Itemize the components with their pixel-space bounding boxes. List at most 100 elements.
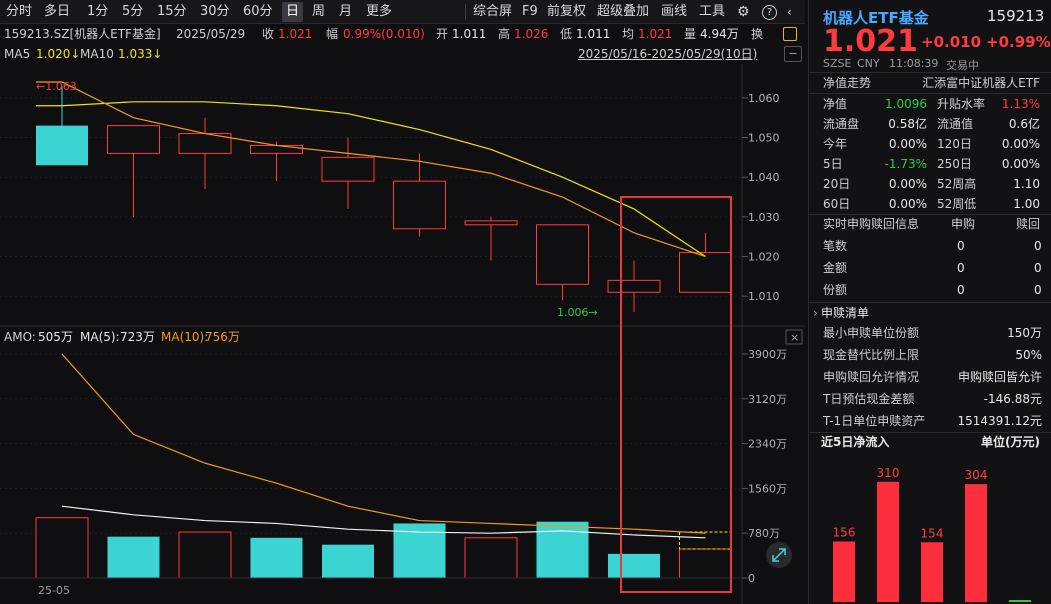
stat-label: 52周低 [937,197,977,211]
volume-bar[interactable] [322,544,374,578]
tab-multi-day[interactable]: 多日 [44,4,71,19]
vol-tick-label: 0 [748,572,755,585]
ma10-value: 1.033↓ [118,47,163,61]
subs-row: 份额 0 0 [809,280,1051,300]
subs-row: 笔数 0 0 [809,236,1051,256]
volume-bar[interactable] [464,537,518,579]
stat-value: 1.00 [1013,197,1040,211]
price-tick-label: 1.060 [748,92,780,105]
subs-value: 0 [1034,283,1042,297]
stat-label: 120日 [937,137,972,151]
stat-value: 0.6亿 [1008,117,1040,131]
ma10-label: MA10 [80,47,114,61]
open-label: 开 [436,27,449,41]
list-item: T-1日单位申赎资产 1514391.12元 [809,411,1051,431]
fund-name: 机器人ETF基金 [823,9,929,27]
stat-row: 今年 0.00% 120日 0.00% [809,134,1051,154]
vol-ma5-line [61,505,706,539]
list-item: 申购赎回允许情况 申购赎回皆允许 [809,367,1051,387]
candle-body[interactable] [536,224,589,285]
candle-body[interactable] [464,220,518,226]
vol-tick-label: 3120万 [748,393,787,406]
gear-icon[interactable]: ⚙ [737,4,750,20]
stat-value: 0.00% [888,177,927,191]
price-tick-label: 1.050 [748,132,780,145]
tab-30min[interactable]: 30分 [200,4,230,19]
candle-body[interactable] [679,252,732,293]
candle-body[interactable] [321,156,375,182]
draw-line-button[interactable]: 画线 [661,4,688,19]
list-item: T日预估现金差额 -146.88元 [809,389,1051,409]
volume-bar[interactable] [250,537,303,578]
trade-status: 交易中 [946,59,979,72]
volume-bar[interactable] [107,536,160,578]
vol-close-button[interactable] [785,329,803,345]
volume-bar[interactable] [178,531,232,579]
super-overlay-button[interactable]: 超级叠加 [597,4,650,19]
list-value: 50% [1015,348,1042,362]
list-item: 现金替代比例上限 50% [809,345,1051,365]
composite-screen-button[interactable]: 综合屏 [473,4,513,19]
tab-1min[interactable]: 1分 [87,4,109,19]
volume-bar[interactable] [608,553,660,578]
candle-body[interactable] [607,279,661,293]
list-label: 最小申赎单位份额 [823,326,920,340]
stat-value: 0.00% [1001,137,1040,151]
flow-label: 156 [833,525,856,539]
stat-label: 今年 [823,137,848,151]
subs-col-redeem: 赎回 [1016,217,1041,231]
stat-value: 0.00% [1001,157,1040,171]
flow-label: 154 [921,526,944,540]
kline-chart[interactable]: 1.060 1.050 1.040 1.030 1.020 1.010 ←1.063 1.0… [0,64,805,604]
forward-adjust-button[interactable]: 前复权 [547,4,587,19]
x-axis-label: 25-05 [38,584,70,597]
lock-icon[interactable] [783,27,797,41]
ma5-value: 1.020↓ [36,47,81,61]
f9-button[interactable]: F9 [522,4,538,19]
flow-title: 近5日净流入 [821,435,890,449]
candle-body[interactable] [250,144,303,154]
quote-time: 11:08:39 [889,57,939,70]
list-value: 150万 [1007,326,1042,340]
volume-bar[interactable] [536,521,589,578]
flow-label: 310 [877,466,900,480]
tab-weekly[interactable]: 周 [312,4,326,19]
low-marker: 1.006→ [557,306,598,319]
high-marker: ←1.063 [36,80,77,93]
tab-more[interactable]: 更多 [366,4,393,19]
ma-info-line: MA5 1.020↓ MA10 1.033↓ 2025/05/16-2025/0… [0,44,805,64]
tab-60min[interactable]: 60分 [243,4,273,19]
vol-ma10-label: MA(10): [161,330,208,344]
subs-value: 0 [957,239,965,253]
help-icon[interactable]: ? [758,2,781,22]
candle-body[interactable] [36,125,88,166]
candle-body[interactable] [393,180,446,230]
subs-label: 金额 [823,261,848,275]
flow-bar [877,481,899,602]
minus-icon[interactable]: − [784,46,802,62]
fund-full-name: 汇添富中证机器人ETF [922,76,1040,90]
candle-body[interactable] [107,125,160,154]
date-range[interactable]: 2025/05/16-2025/05/29(10日) [578,47,758,61]
change-value: 0.99%(0.010) [343,27,425,41]
avg-label: 均 [622,27,635,41]
collapse-left-icon[interactable]: ‹ [787,5,792,19]
tab-15min[interactable]: 15分 [157,4,187,19]
list-label: T-1日单位申赎资产 [823,414,926,428]
tab-intraday[interactable]: 分时 [6,4,33,19]
chevron-right-icon[interactable]: › [813,306,818,320]
tab-5min[interactable]: 5分 [122,4,144,19]
volume-bar[interactable] [35,517,89,579]
flow-bar [921,542,943,602]
list-value: 1514391.12元 [957,414,1042,428]
tab-monthly[interactable]: 月 [339,4,353,19]
tab-daily[interactable]: 日 [282,2,304,22]
list-label: 现金替代比例上限 [823,348,920,362]
tools-button[interactable]: 工具 [699,4,726,19]
nav-trend-title[interactable]: 净值走势 [823,76,872,90]
volume-bar[interactable] [679,548,732,579]
flow-bar [965,484,987,602]
list-label: 申购赎回允许情况 [823,370,920,384]
stat-label: 20日 [823,177,851,191]
price-tick-label: 1.020 [748,251,780,264]
